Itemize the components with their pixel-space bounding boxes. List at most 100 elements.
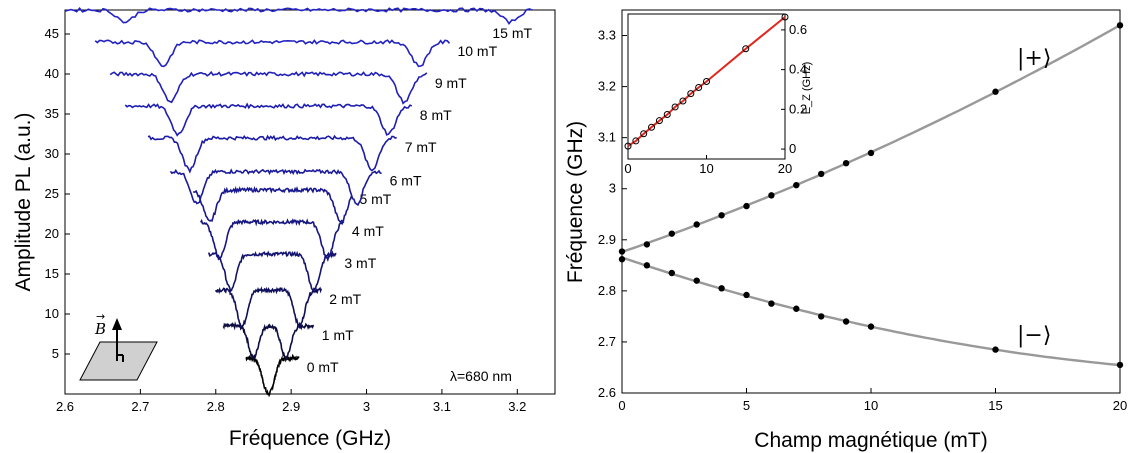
data-point (1116, 361, 1124, 369)
right-y-tick-label: 3.2 (598, 79, 616, 94)
data-point (867, 323, 875, 330)
data-point (668, 269, 675, 277)
left-y-tick-label: 45 (45, 26, 59, 41)
inset-data-point (624, 142, 632, 150)
left-y-tick-label: 40 (45, 66, 59, 81)
inset-x-tick-label: 20 (778, 161, 792, 176)
data-point (693, 221, 700, 228)
curve-label: 0 mT (307, 359, 339, 375)
right-x-tick-label: 20 (1113, 398, 1127, 413)
data-point (743, 202, 750, 210)
left-y-tick-label: 15 (45, 266, 59, 281)
inset-y-tick-label: 0 (789, 141, 796, 156)
right-y-tick-label: 2.9 (598, 232, 616, 247)
b-field-vector-arrow-icon: → (96, 310, 105, 323)
data-point (643, 241, 651, 248)
right-x-tick-label: 0 (618, 398, 625, 413)
curve-label: 9 mT (435, 75, 467, 91)
left-x-tick-label: 3.2 (508, 399, 526, 414)
left-axis-ticks: 2.6 2.7 2.8 2.9 3 3.1 3.2 5 10 15 20 25 30 35 40 45 (45, 26, 527, 414)
spectrum-curve (222, 321, 315, 362)
right-data-points (618, 22, 1124, 369)
data-point (842, 160, 850, 167)
right-x-axis-label: Champ magnétique (mT) (754, 429, 987, 452)
left-x-tick-label: 2.7 (131, 399, 149, 414)
right-y-axis-label: Fréquence (GHz) (564, 121, 587, 283)
data-point (992, 88, 999, 95)
left-x-tick-label: 3.1 (433, 399, 451, 414)
inset-data-point (695, 83, 703, 91)
right-x-tick-label: 5 (743, 398, 750, 413)
left-y-tick-label: 35 (45, 106, 59, 121)
left-x-tick-label: 3 (363, 399, 370, 414)
left-y-tick-label: 10 (45, 306, 59, 321)
plus-state-label: |+⟩ (1017, 46, 1051, 71)
data-point (618, 248, 626, 255)
curve-label: 8 mT (420, 107, 452, 123)
right-axis-ticks: 0 5 10 15 20 2.6 2.7 2.8 2.9 3 3.1 3.2 3.3 (598, 28, 1127, 413)
left-x-tick-label: 2.9 (282, 399, 300, 414)
left-y-tick-label: 5 (52, 346, 59, 361)
inset-data-point (742, 45, 750, 53)
b-field-label: B (94, 320, 106, 338)
left-y-tick-label: 30 (45, 146, 59, 161)
left-y-axis-label: Amplitude PL (a.u.) (12, 113, 35, 292)
data-point (793, 305, 800, 312)
inset-data (624, 13, 789, 150)
inset-y-tick-label: 0.6 (789, 22, 807, 37)
curve-label: 3 mT (344, 255, 376, 271)
inset-data-point (655, 117, 663, 125)
spectrum-curve (200, 218, 345, 262)
inset-fit-line (627, 16, 786, 147)
curve-label: 4 mT (352, 223, 384, 239)
inset-data-point (679, 97, 687, 105)
inset-data-point (703, 78, 710, 86)
inset-x-tick-label: 10 (699, 161, 713, 176)
curve-label: 2 mT (329, 291, 361, 307)
spectrum-curve (147, 134, 397, 174)
spectrum-curve (94, 39, 451, 68)
right-y-tick-label: 2.7 (598, 334, 616, 349)
inset-data-point (781, 13, 789, 21)
right-y-tick-label: 3 (609, 181, 616, 196)
spectrum-curve (215, 286, 323, 330)
curve-label: 6 mT (390, 173, 422, 189)
left-x-axis-label: Fréquence (GHz) (229, 427, 391, 450)
data-point (1116, 22, 1124, 29)
spectrum-curve (192, 185, 353, 224)
b-field-arrow-head-icon (112, 318, 122, 330)
data-point (818, 170, 825, 178)
spectrum-curve (109, 70, 428, 105)
curve-label: 10 mT (457, 43, 497, 59)
data-point (818, 313, 825, 320)
data-point (992, 346, 999, 353)
b-field-diagram: B → (79, 310, 158, 381)
right-y-tick-label: 3.1 (598, 130, 616, 145)
minus-state-label: |−⟩ (1017, 323, 1051, 348)
left-x-tick-label: 2.8 (207, 399, 225, 414)
data-point (718, 285, 725, 292)
left-y-tick-label: 20 (45, 226, 59, 241)
inset-data-point (671, 103, 679, 111)
left-y-tick-label: 25 (45, 186, 59, 201)
right-y-tick-label: 3.3 (598, 28, 616, 43)
inset-x-tick-label: 0 (624, 161, 631, 176)
right-y-tick-label: 2.6 (598, 385, 616, 400)
data-point (842, 318, 850, 325)
data-point (718, 212, 725, 219)
left-plot-frame (64, 9, 556, 395)
spectrum-curve (124, 102, 413, 137)
right-fit-curves (621, 24, 1121, 367)
data-point (693, 277, 700, 284)
inset-y-tick-label: 0.2 (789, 101, 807, 116)
data-point (768, 300, 775, 307)
inset-y-axis-label: E_Z (GHz) (801, 62, 813, 115)
curve-label: 7 mT (405, 139, 437, 155)
spectrum-curve (169, 168, 382, 207)
wavelength-annotation: λ=680 nm (450, 368, 512, 384)
spectrum-curve (64, 6, 533, 25)
left-x-tick-label: 2.6 (56, 399, 74, 414)
inset-data-point (687, 90, 695, 98)
left-spectra-curves: 0 mT 1 mT 2 mT 3 mT 4 mT 5 mT 6 mT 7 mT 8 mT 9 mT… (64, 6, 533, 398)
